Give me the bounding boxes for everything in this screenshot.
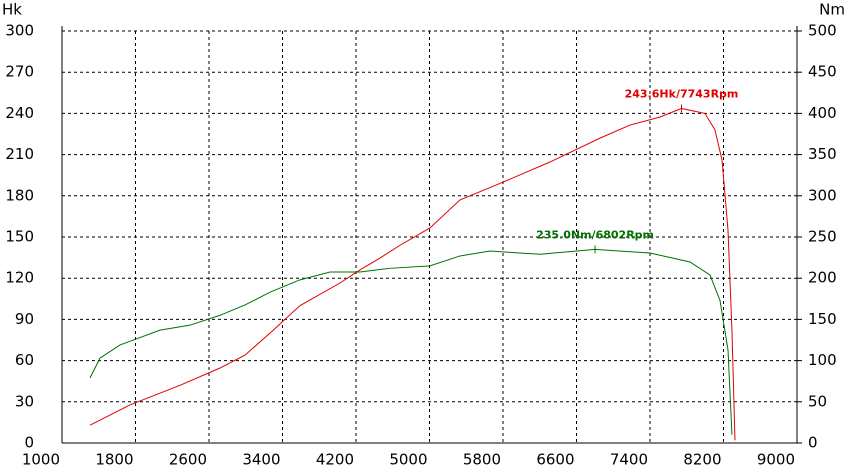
y2-tick-label: 300 bbox=[808, 186, 837, 204]
y2-tick-label: 250 bbox=[808, 228, 837, 246]
x-tick-label: 6600 bbox=[536, 451, 574, 469]
x-tick-label: 4200 bbox=[316, 451, 354, 469]
y2-tick-label: 400 bbox=[808, 104, 837, 122]
y-tick-label: 60 bbox=[15, 351, 34, 369]
y-tick-label: 0 bbox=[24, 434, 34, 452]
y-tick-label: 180 bbox=[5, 186, 34, 204]
y-tick-label: 120 bbox=[5, 269, 34, 287]
x-tick-label: 3400 bbox=[242, 451, 280, 469]
x-tick-label: 8200 bbox=[683, 451, 721, 469]
y-axis-label: Hk bbox=[2, 1, 22, 19]
x-tick-label: 5000 bbox=[389, 451, 427, 469]
annotation: 243.6Hk/7743Rpm bbox=[625, 87, 739, 100]
x-tick-label: 5800 bbox=[463, 451, 501, 469]
x-tick-label: 7400 bbox=[610, 451, 648, 469]
x-tick-label: 2600 bbox=[169, 451, 207, 469]
line bbox=[89, 107, 736, 441]
y-tick-label: 210 bbox=[5, 145, 34, 163]
annotation: 235.0Nm/6802Rpm bbox=[536, 228, 654, 241]
y-tick-label: 30 bbox=[15, 392, 34, 410]
x-tick-label: 1000 bbox=[22, 451, 60, 469]
y-tick-label: 150 bbox=[5, 228, 34, 246]
x-tick-label: 1800 bbox=[95, 451, 133, 469]
x-tick-label: 9000 bbox=[757, 451, 795, 469]
y2-tick-label: 350 bbox=[808, 145, 837, 163]
y2-axis-label: Nm bbox=[819, 1, 845, 19]
y2-tick-label: 0 bbox=[808, 434, 818, 452]
y2-tick-label: 500 bbox=[808, 22, 837, 40]
y2-tick-label: 100 bbox=[808, 351, 837, 369]
y-tick-label: 240 bbox=[5, 104, 34, 122]
y2-tick-label: 150 bbox=[808, 310, 837, 328]
y-tick-label: 300 bbox=[5, 22, 34, 40]
y2-tick-label: 50 bbox=[808, 392, 827, 410]
y-tick-label: 90 bbox=[15, 310, 34, 328]
y2-tick-label: 200 bbox=[808, 269, 837, 287]
y-tick-label: 270 bbox=[5, 63, 34, 81]
y2-tick-label: 450 bbox=[808, 63, 837, 81]
line bbox=[89, 248, 733, 435]
